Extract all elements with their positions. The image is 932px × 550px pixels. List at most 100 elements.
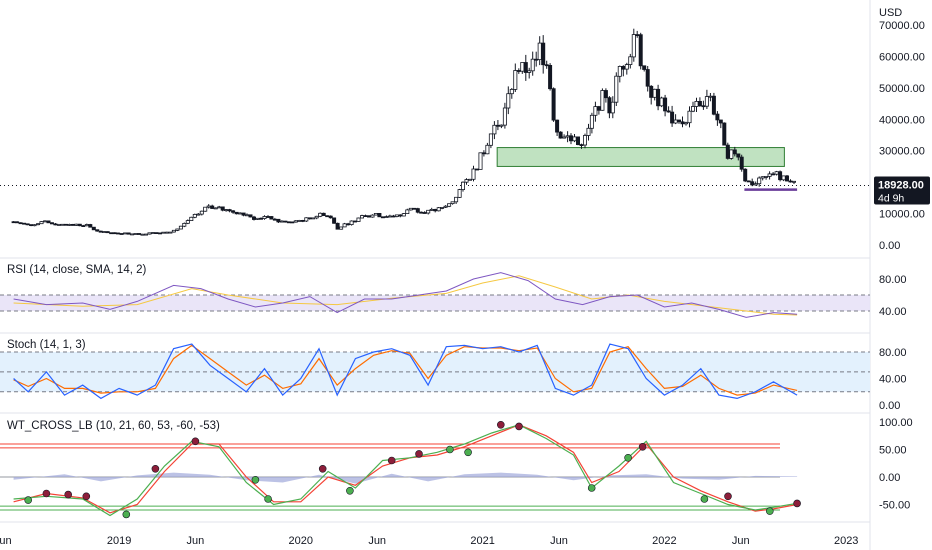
candle-69 — [251, 215, 256, 221]
candle-9 — [43, 220, 48, 223]
candle-92 — [332, 217, 337, 224]
candle-74 — [269, 216, 274, 220]
wt-cross-dot-21 — [724, 492, 732, 501]
candle-116 — [415, 207, 420, 214]
candle-68 — [248, 214, 253, 218]
wt-cross-dot-18 — [624, 453, 632, 462]
candle-41 — [154, 232, 159, 235]
candle-124 — [443, 205, 448, 208]
candle-106 — [380, 216, 385, 219]
candle-208 — [736, 153, 741, 161]
candle-216 — [764, 175, 769, 180]
candle-145 — [516, 68, 521, 74]
candle-119 — [426, 209, 431, 215]
support-zone[interactable] — [496, 147, 785, 167]
candle-191 — [677, 119, 682, 124]
candle-60 — [220, 206, 225, 212]
wt-cross-dot-22 — [765, 507, 774, 515]
candle-110 — [394, 214, 399, 218]
wt-ticks-label-3: -50.00 — [879, 500, 910, 512]
stoch-pane[interactable]: Stoch (14, 1, 3) 80.00 40.00 0.00 — [0, 339, 907, 412]
candle-195 — [691, 101, 696, 113]
candle-220 — [778, 170, 783, 182]
wt-ticks: 100.00 50.00 0.00 -50.00 — [879, 417, 913, 512]
wt-cross-dot-3 — [82, 492, 91, 501]
candle-186 — [659, 96, 664, 108]
wt-cross-title[interactable]: WT_CROSS_LB (10, 21, 60, 53, -60, -53) — [7, 420, 220, 432]
candle-52 — [192, 213, 197, 219]
candle-123 — [440, 206, 445, 210]
candle-126 — [450, 201, 455, 205]
candle-77 — [279, 220, 284, 223]
candle-81 — [293, 220, 298, 223]
candle-148 — [527, 67, 532, 79]
candle-58 — [213, 207, 218, 210]
candle-44 — [164, 231, 169, 234]
candle-31 — [119, 233, 124, 235]
candle-21 — [84, 223, 89, 227]
candle-188 — [666, 106, 671, 113]
candle-108 — [387, 214, 392, 218]
candle-45 — [168, 231, 173, 234]
wt2-line — [13, 424, 798, 514]
candle-177 — [628, 53, 633, 69]
candle-105 — [377, 212, 382, 218]
candle-72 — [262, 215, 267, 220]
current-price-tag: 18928.00 4d 9h — [874, 176, 930, 205]
candle-205 — [725, 142, 730, 160]
candle-86 — [311, 217, 316, 220]
candle-194 — [687, 106, 692, 128]
candle-109 — [391, 214, 396, 218]
wt-ticks-label-1: 50.00 — [879, 445, 907, 457]
wt-cross-pane[interactable]: WT_CROSS_LB (10, 21, 60, 53, -60, -53) 1… — [0, 417, 913, 519]
stoch-k-line — [13, 343, 798, 400]
candle-128 — [457, 188, 462, 198]
bar-countdown: 4d 9h — [878, 193, 904, 205]
candle-198 — [701, 100, 706, 110]
candle-50 — [185, 219, 190, 225]
price-ticks-label-4: 30000.00 — [879, 146, 925, 158]
wt-ticks-label-2: 0.00 — [879, 472, 900, 484]
candle-82 — [297, 219, 302, 222]
candle-32 — [123, 232, 128, 235]
price-pane[interactable] — [0, 28, 870, 236]
pane-separators — [0, 0, 871, 550]
rsi-title[interactable]: RSI (14, close, SMA, 14, 2) — [7, 264, 147, 276]
time-axis[interactable]: Jun 2019 Jun 2020 Jun 2021 Jun 2022 Jun 2023 — [0, 535, 858, 547]
candle-180 — [638, 32, 643, 70]
candle-183 — [649, 85, 654, 105]
candle-71 — [258, 217, 263, 220]
candle-51 — [189, 216, 194, 222]
candle-2 — [18, 222, 23, 225]
candle-146 — [520, 62, 525, 74]
candle-36 — [137, 233, 142, 235]
candle-33 — [126, 232, 131, 235]
candle-26 — [102, 231, 107, 234]
price-ticks: 70000.00 60000.00 50000.00 40000.00 30000.00… — [879, 20, 925, 252]
candle-115 — [412, 207, 417, 210]
candle-172 — [610, 96, 615, 119]
candle-91 — [328, 215, 333, 219]
candle-46 — [171, 229, 176, 233]
candle-1 — [15, 221, 20, 224]
candle-210 — [743, 168, 748, 183]
candle-99 — [356, 217, 361, 222]
wt-cross-dot-11 — [387, 456, 396, 465]
price-axis[interactable]: USD 70000.00 60000.00 50000.00 40000.00 3000… — [874, 7, 930, 252]
stoch-ticks-label-0: 80.00 — [879, 347, 907, 359]
candle-104 — [373, 212, 378, 216]
candle-218 — [771, 172, 776, 176]
candle-151 — [537, 36, 542, 66]
rsi-pane[interactable]: RSI (14, close, SMA, 14, 2) 80.00 40.00 — [0, 264, 907, 318]
candle-121 — [433, 208, 438, 213]
candle-170 — [603, 88, 608, 103]
candle-49 — [182, 222, 187, 228]
candle-96 — [346, 222, 351, 226]
candle-197 — [697, 97, 702, 107]
candle-171 — [607, 96, 612, 119]
candle-213 — [753, 181, 758, 186]
candle-187 — [663, 94, 668, 117]
stoch-title[interactable]: Stoch (14, 1, 3) — [7, 339, 86, 351]
candle-223 — [788, 179, 793, 183]
